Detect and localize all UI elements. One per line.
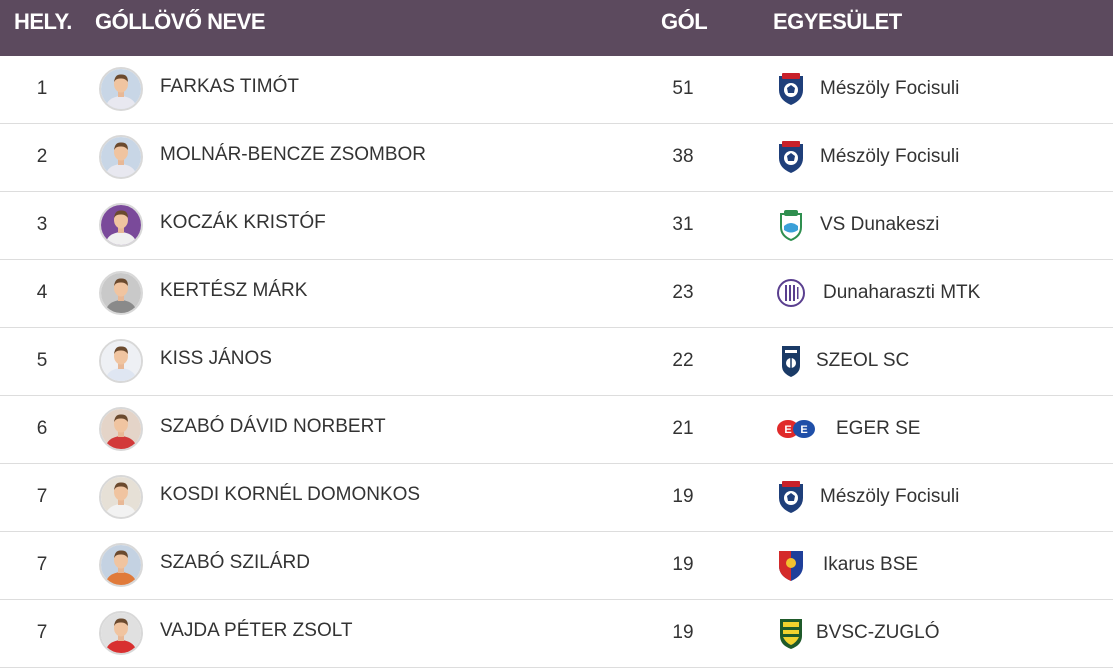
- club-name[interactable]: EGER SE: [836, 418, 921, 439]
- player-name[interactable]: KOCZÁK KRISTÓF: [160, 212, 326, 233]
- player-name[interactable]: FARKAS TIMÓT: [160, 76, 300, 97]
- table-row: 7 SZABÓ SZILÁRD 19 Ikarus BSE: [0, 532, 1113, 600]
- club-name[interactable]: Ikarus BSE: [823, 554, 919, 575]
- table-row: 6 SZABÓ DÁVID NORBERT 21 E E EGER SE: [0, 396, 1113, 464]
- goals-cell: 19: [672, 622, 694, 643]
- player-avatar: [99, 203, 143, 247]
- goals-cell: 31: [672, 214, 694, 235]
- rank-cell: 6: [36, 418, 48, 439]
- goals-cell: 19: [672, 486, 694, 507]
- table-row: 1 FARKAS TIMÓT 51 Mészöly Focisuli: [0, 56, 1113, 124]
- table-body: 1 FARKAS TIMÓT 51 Mészöly Focisuli 2 MOLNÁR-B…: [0, 56, 1113, 668]
- club-name[interactable]: Mészöly Focisuli: [820, 486, 960, 507]
- player-name[interactable]: MOLNÁR-BENCZE ZSOMBOR: [160, 144, 427, 165]
- player-name[interactable]: KERTÉSZ MÁRK: [160, 280, 308, 301]
- svg-text:E: E: [800, 424, 807, 436]
- goals-cell: 21: [672, 418, 694, 439]
- rank-cell: 7: [36, 486, 48, 507]
- goals-cell: 51: [672, 78, 694, 99]
- player-avatar: [99, 543, 143, 587]
- table-row: 3 KOCZÁK KRISTÓF 31 VS Dunakeszi: [0, 192, 1113, 260]
- goals-cell: 19: [672, 554, 694, 575]
- goals-cell: 23: [672, 282, 694, 303]
- bvsc-crest-icon: [776, 616, 806, 650]
- svg-text:E: E: [784, 424, 791, 436]
- rank-cell: 4: [36, 282, 48, 303]
- player-avatar: [99, 611, 143, 655]
- table-row: 7 KOSDI KORNÉL DOMONKOS 19 Mészöly Focisuli: [0, 464, 1113, 532]
- player-avatar: [99, 271, 143, 315]
- goals-cell: 38: [672, 146, 694, 167]
- dunaharaszti-crest-icon: [776, 276, 806, 310]
- table-row: 5 KISS JÁNOS 22 SZEOL SC: [0, 328, 1113, 396]
- ikarus-crest-icon: [776, 548, 806, 582]
- club-name[interactable]: Mészöly Focisuli: [820, 146, 960, 167]
- player-avatar: [99, 475, 143, 519]
- rank-cell: 7: [36, 554, 48, 575]
- meszoly-crest-icon: [776, 72, 806, 106]
- rank-cell: 7: [36, 622, 48, 643]
- rank-cell: 5: [36, 350, 48, 371]
- goals-cell: 22: [672, 350, 694, 371]
- player-name[interactable]: KOSDI KORNÉL DOMONKOS: [160, 484, 421, 505]
- player-name[interactable]: SZABÓ DÁVID NORBERT: [160, 416, 386, 437]
- dunakeszi-crest-icon: [776, 208, 806, 242]
- player-avatar: [99, 135, 143, 179]
- club-name[interactable]: BVSC-ZUGLÓ: [816, 622, 940, 643]
- szeol-crest-icon: [776, 344, 806, 378]
- table-row: 4 KERTÉSZ MÁRK 23 Dunaharaszti MTK: [0, 260, 1113, 328]
- club-name[interactable]: VS Dunakeszi: [820, 214, 940, 235]
- rank-cell: 2: [36, 146, 48, 167]
- header-rank: HELY.: [14, 9, 72, 34]
- header-club: EGYESÜLET: [773, 9, 902, 34]
- club-name[interactable]: Dunaharaszti MTK: [823, 282, 981, 303]
- player-avatar: [99, 339, 143, 383]
- player-name[interactable]: VAJDA PÉTER ZSOLT: [160, 620, 353, 641]
- table-row: 7 VAJDA PÉTER ZSOLT 19 BVSC-ZUGLÓ: [0, 600, 1113, 668]
- meszoly-crest-icon: [776, 140, 806, 174]
- player-avatar: [99, 67, 143, 111]
- club-name[interactable]: Mészöly Focisuli: [820, 78, 960, 99]
- table-header: HELY. GÓLLÖVŐ NEVE GÓL EGYESÜLET: [0, 0, 1113, 56]
- player-name[interactable]: SZABÓ SZILÁRD: [160, 552, 310, 573]
- player-name[interactable]: KISS JÁNOS: [160, 348, 272, 369]
- table-row: 2 MOLNÁR-BENCZE ZSOMBOR 38 Mészöly Focisuli: [0, 124, 1113, 192]
- header-name: GÓLLÖVŐ NEVE: [95, 9, 266, 34]
- rank-cell: 1: [36, 78, 48, 99]
- rank-cell: 3: [36, 214, 48, 235]
- meszoly-crest-icon: [776, 480, 806, 514]
- club-name[interactable]: SZEOL SC: [816, 350, 910, 371]
- player-avatar: [99, 407, 143, 451]
- header-goals: GÓL: [661, 9, 708, 34]
